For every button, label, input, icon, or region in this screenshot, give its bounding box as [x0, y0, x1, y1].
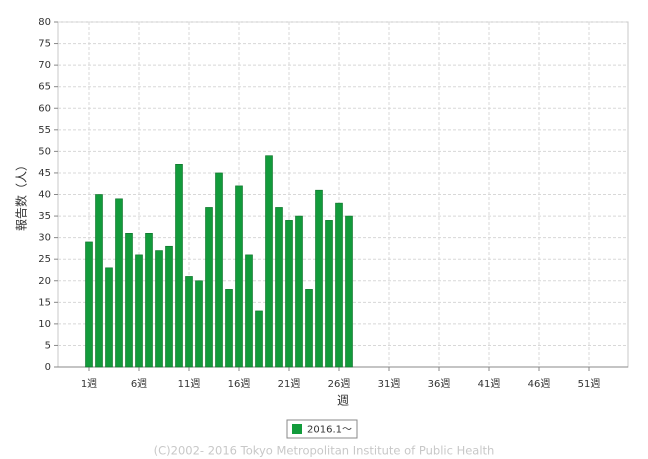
bar	[245, 254, 253, 368]
bar	[125, 233, 133, 368]
bar	[235, 185, 243, 368]
x-tick-label: 41週	[478, 378, 501, 390]
x-tick-label: 46週	[528, 378, 551, 390]
y-tick-label: 45	[38, 168, 51, 179]
bar	[115, 198, 123, 368]
y-tick-label: 40	[38, 190, 51, 201]
y-tick-label: 65	[38, 82, 51, 93]
y-tick-label: 60	[38, 103, 51, 114]
bar	[85, 241, 93, 368]
bar	[155, 250, 163, 368]
x-tick-label: 36週	[428, 378, 451, 390]
legend-label: 2016.1～	[307, 425, 352, 436]
y-tick-label: 15	[38, 297, 51, 308]
bar	[195, 280, 203, 368]
bar	[185, 276, 193, 368]
y-tick-label: 80	[38, 17, 51, 28]
bar	[345, 215, 353, 368]
bar	[215, 172, 223, 368]
x-tick-label: 6週	[131, 378, 147, 390]
bar	[105, 267, 113, 368]
x-tick-label: 31週	[378, 378, 401, 390]
x-tick-label: 16週	[228, 378, 251, 390]
y-tick-label: 50	[38, 146, 51, 157]
y-tick-label: 10	[38, 319, 51, 330]
bar	[325, 220, 333, 368]
bar	[135, 254, 143, 368]
bar	[335, 202, 343, 368]
legend	[286, 419, 358, 439]
bar	[165, 245, 173, 368]
bar	[315, 189, 323, 368]
y-tick-label: 25	[38, 254, 51, 265]
bar	[255, 310, 263, 368]
x-tick-label: 21週	[278, 378, 301, 390]
y-tick-label: 35	[38, 211, 51, 222]
x-tick-label: 11週	[178, 378, 201, 390]
x-axis-label: 週	[337, 394, 349, 408]
y-tick-label: 0	[45, 362, 51, 373]
bar	[305, 289, 313, 368]
y-tick-label: 55	[38, 125, 51, 136]
y-tick-label: 70	[38, 60, 51, 71]
bar	[275, 207, 283, 368]
bar	[205, 207, 213, 368]
bar	[285, 220, 293, 368]
bar	[95, 194, 103, 368]
x-tick-label: 51週	[578, 378, 601, 390]
bar	[295, 215, 303, 368]
y-tick-label: 20	[38, 276, 51, 287]
y-tick-label: 30	[38, 233, 51, 244]
bar	[145, 233, 153, 368]
x-tick-label: 1週	[81, 378, 97, 390]
bar	[175, 164, 183, 368]
x-tick-label: 26週	[328, 378, 351, 390]
y-tick-label: 5	[45, 340, 51, 351]
y-tick-label: 75	[38, 39, 51, 50]
bar	[265, 155, 273, 368]
footer: (C)2002- 2016 Tokyo Metropolitan Institu…	[154, 444, 495, 458]
y-axis-label: 報告数（人）	[14, 159, 29, 231]
legend-swatch	[292, 424, 302, 434]
bar	[225, 289, 233, 368]
